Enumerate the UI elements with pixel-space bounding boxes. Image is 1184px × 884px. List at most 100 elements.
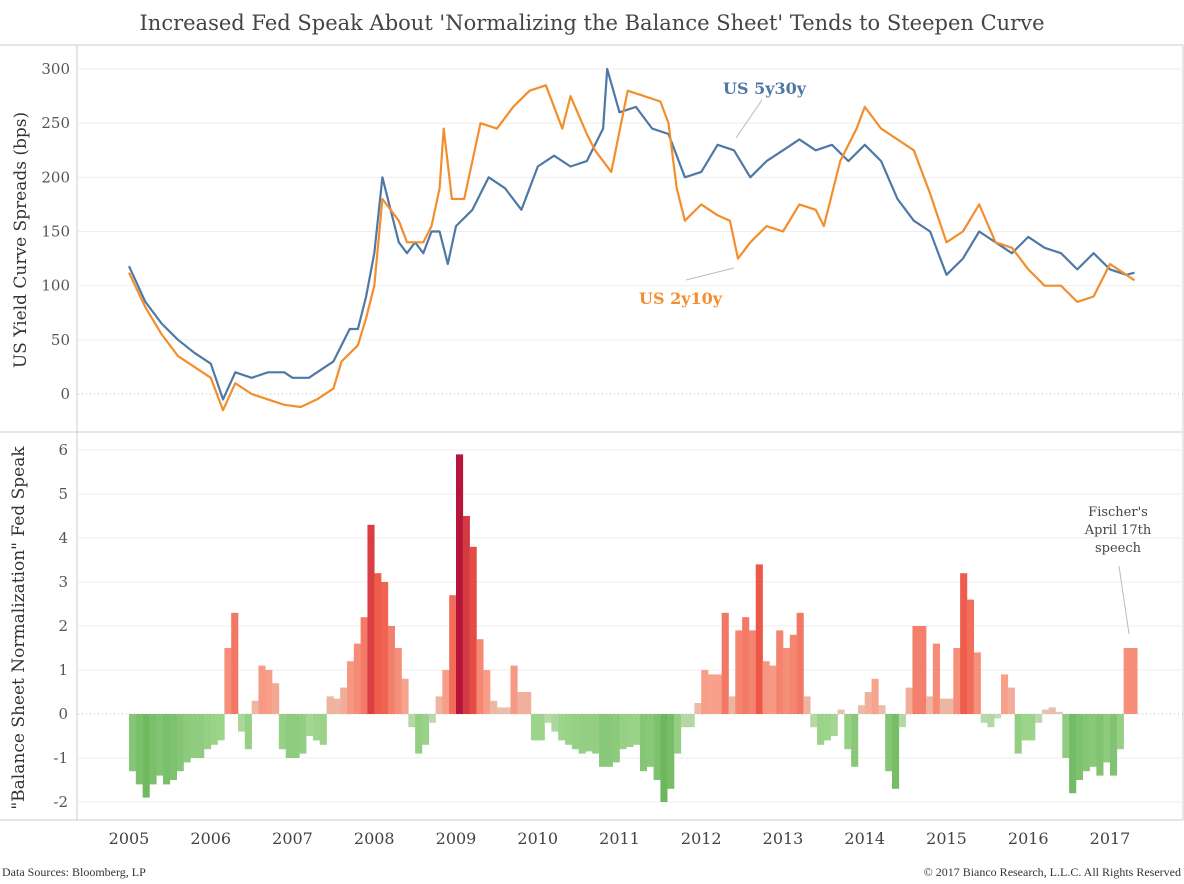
y-tick-label: 50 <box>51 331 70 349</box>
fed-speak-bar <box>994 714 1002 719</box>
fed-speak-bar <box>973 652 981 714</box>
fed-speak-bar <box>735 630 743 714</box>
fed-speak-bar <box>149 714 157 785</box>
fed-speak-bar <box>646 714 654 767</box>
fed-speak-bar <box>163 714 171 785</box>
fed-speak-bar <box>483 670 491 714</box>
fed-speak-bar <box>312 714 321 741</box>
fed-speak-bar <box>639 714 648 772</box>
fed-speak-bar <box>456 454 464 714</box>
x-tick-label: 2017 <box>1090 829 1131 848</box>
fed-speak-bar <box>1028 714 1036 741</box>
x-tick-label: 2012 <box>681 829 722 848</box>
fed-speak-bar <box>769 665 777 714</box>
fed-speak-bar <box>353 643 361 714</box>
fed-speak-bar <box>776 630 784 714</box>
fischer-annotation: Fischer's April 17th speech <box>1084 505 1152 556</box>
fed-speak-bar <box>190 714 198 758</box>
fed-speak-bar <box>462 516 470 714</box>
fed-speak-bar <box>490 700 498 714</box>
series-line-us-5y30y <box>128 67 1135 401</box>
fed-speak-bar <box>823 714 831 741</box>
fed-speak-bar <box>864 692 872 714</box>
fed-speak-bar <box>660 714 668 802</box>
gridlines <box>78 68 1183 803</box>
fed-speak-bar <box>830 714 838 736</box>
chart-title: Increased Fed Speak About 'Normalizing t… <box>140 11 1045 35</box>
fed-speak-bar <box>783 648 791 714</box>
fed-speak-bar <box>367 524 375 714</box>
fed-speak-bar <box>238 714 246 732</box>
fed-speak-bar <box>844 714 852 750</box>
fed-speak-bar <box>851 714 859 767</box>
fed-speak-bar <box>1001 674 1009 714</box>
fed-speak-bar <box>306 714 314 736</box>
top-y-axis-title: US Yield Curve Spreads (bps) <box>11 112 31 368</box>
fed-speak-bar <box>667 714 675 789</box>
fed-speak-bar <box>694 703 702 714</box>
fed-speak-bar <box>796 612 804 714</box>
fed-speak-bar <box>285 714 293 758</box>
fed-speak-bar <box>496 707 504 714</box>
fed-speak-bar <box>551 714 559 732</box>
chart-frame <box>0 44 1184 821</box>
fed-speak-bar <box>244 714 252 750</box>
fed-speak-bar <box>217 714 225 741</box>
x-tick-label: 2006 <box>190 829 231 848</box>
fed-speak-bar <box>340 687 348 714</box>
leader-line-5y30y <box>735 99 763 139</box>
fed-speak-bar <box>946 698 954 714</box>
annotation-line: Fischer's <box>1088 505 1148 520</box>
fed-speak-bar <box>1035 714 1043 723</box>
y-tick-label: 1 <box>58 661 68 679</box>
fed-speak-bar <box>272 683 280 714</box>
fed-speak-bar <box>142 714 150 798</box>
fed-speak-bar <box>347 661 355 714</box>
fed-speak-bar <box>428 714 436 723</box>
y-tick-label: 150 <box>41 223 70 241</box>
y-tick-label: 5 <box>58 485 68 503</box>
fed-speak-bar <box>360 617 368 714</box>
fed-speak-bar <box>224 648 232 714</box>
y-tick-label: 100 <box>41 277 70 295</box>
fed-speak-bar <box>401 678 409 714</box>
fed-speak-bar <box>926 696 934 714</box>
fed-speak-bar <box>878 705 886 714</box>
fed-speak-bar <box>292 714 300 758</box>
fed-speak-bar <box>810 714 818 728</box>
fed-speak-bar <box>503 707 511 714</box>
fed-speak-bar <box>748 630 757 714</box>
fed-speak-bar <box>919 626 927 714</box>
y-tick-label: -1 <box>53 749 68 767</box>
fed-speak-bar <box>176 714 184 772</box>
fed-speak-bar <box>633 714 641 745</box>
y-tick-label: 2 <box>58 617 68 635</box>
fed-speak-bar <box>803 696 811 714</box>
series-label-us-5y30y: US 5y30y <box>723 79 807 98</box>
fed-speak-bar <box>156 714 164 776</box>
fed-speak-bar <box>762 661 770 714</box>
series-label-us-2y10y: US 2y10y <box>639 289 723 308</box>
fed-speak-bar <box>1082 714 1090 772</box>
fed-speak-bar <box>415 714 423 754</box>
spread-lines <box>128 67 1136 412</box>
data-sources: Data Sources: Bloomberg, LP <box>2 865 146 879</box>
fed-speak-bar <box>476 639 484 714</box>
fed-speak-bar <box>1021 714 1029 741</box>
fed-speak-bar <box>680 714 688 728</box>
fed-speak-bar <box>708 674 716 714</box>
fed-speak-bar <box>1007 687 1015 714</box>
fed-speak-bar <box>421 714 430 745</box>
fed-speak-bar <box>742 617 750 714</box>
fed-speak-bar <box>701 670 709 714</box>
fed-speak-bar <box>585 714 593 752</box>
fed-speak-bar <box>381 582 389 714</box>
fed-speak-bar <box>333 698 341 714</box>
fed-speak-bar <box>374 573 382 714</box>
fed-speak-bar <box>960 573 968 714</box>
y-tick-label: 200 <box>41 168 70 186</box>
fed-speak-bar <box>1048 707 1056 714</box>
fed-speak-bar <box>278 714 286 750</box>
fed-speak-bar <box>755 564 763 714</box>
